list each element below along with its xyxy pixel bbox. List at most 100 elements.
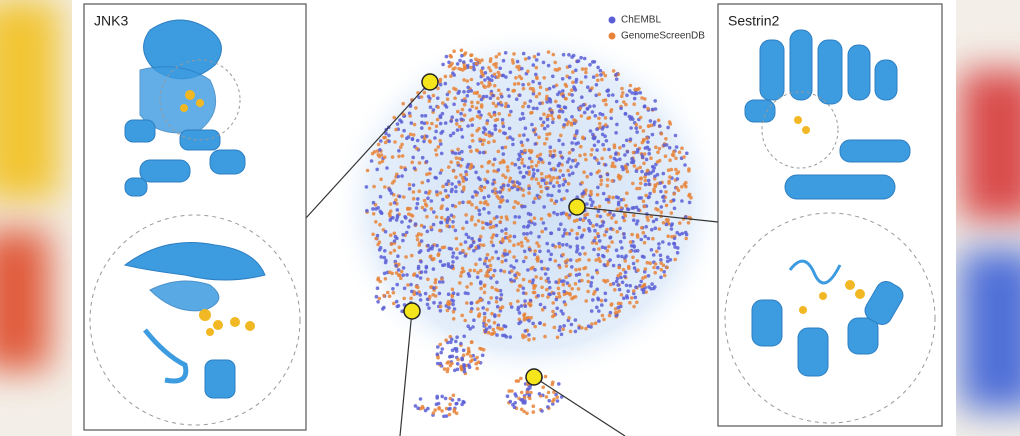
dot xyxy=(470,139,475,143)
dot xyxy=(419,95,424,99)
dot xyxy=(565,231,569,236)
dot xyxy=(687,193,691,198)
dot xyxy=(491,162,496,167)
dot xyxy=(578,106,582,111)
dot xyxy=(600,127,605,131)
dot xyxy=(397,149,401,153)
dot xyxy=(595,287,599,292)
dot xyxy=(511,137,515,141)
dot xyxy=(379,211,384,215)
dot xyxy=(560,77,565,81)
dot xyxy=(605,227,609,232)
dot xyxy=(410,160,415,165)
dot xyxy=(649,248,654,252)
dot xyxy=(552,313,556,318)
dot xyxy=(431,93,436,98)
dot xyxy=(592,104,596,108)
dot xyxy=(482,138,486,143)
dot xyxy=(673,133,678,138)
dot xyxy=(513,200,518,204)
dot xyxy=(614,248,619,252)
dot xyxy=(451,71,455,75)
dot xyxy=(401,238,405,243)
dot xyxy=(491,224,496,229)
dot xyxy=(644,193,648,198)
dot xyxy=(467,363,471,367)
dot xyxy=(672,236,677,241)
dot xyxy=(653,184,657,189)
dot xyxy=(465,352,470,356)
dot xyxy=(531,128,536,132)
dot xyxy=(495,117,500,122)
dot xyxy=(532,252,537,257)
dot xyxy=(459,111,463,116)
dot xyxy=(498,160,503,165)
dot xyxy=(521,193,526,198)
dot xyxy=(376,153,381,157)
dot xyxy=(564,118,568,122)
dot xyxy=(584,299,588,303)
dot xyxy=(582,170,586,174)
dot xyxy=(589,153,593,157)
dot xyxy=(529,315,533,320)
dot xyxy=(371,212,376,216)
dot xyxy=(591,298,595,302)
dot xyxy=(530,176,534,181)
dot xyxy=(599,73,603,77)
dot xyxy=(562,123,566,127)
dot xyxy=(457,201,462,205)
dot xyxy=(622,218,627,223)
dot xyxy=(523,299,527,303)
dot xyxy=(526,82,531,86)
dot xyxy=(408,219,412,223)
dot xyxy=(448,133,453,138)
dot xyxy=(667,145,672,150)
dot xyxy=(573,329,578,334)
dot xyxy=(458,58,462,63)
dot xyxy=(434,215,439,219)
dot xyxy=(539,171,544,176)
dot xyxy=(434,176,439,180)
dot xyxy=(536,257,540,261)
dot xyxy=(628,283,632,288)
dot xyxy=(602,263,607,267)
dot xyxy=(516,307,520,312)
dot xyxy=(438,121,443,126)
dot xyxy=(545,100,549,104)
dot xyxy=(543,334,547,339)
dot xyxy=(574,131,579,135)
dot xyxy=(586,273,590,277)
dot xyxy=(522,232,526,236)
dot xyxy=(440,394,445,399)
dot xyxy=(565,189,569,193)
dot xyxy=(624,138,629,143)
dot xyxy=(475,355,479,360)
dot xyxy=(479,280,483,284)
dot xyxy=(552,291,556,296)
dot xyxy=(456,147,460,152)
dot xyxy=(506,168,510,173)
dot xyxy=(645,136,649,140)
dot xyxy=(460,53,464,58)
dot xyxy=(419,232,424,237)
dot xyxy=(503,253,507,257)
dot xyxy=(394,198,398,202)
dot xyxy=(608,310,613,315)
dot xyxy=(422,139,426,144)
dot xyxy=(395,304,400,309)
dot xyxy=(531,168,536,172)
dot xyxy=(614,195,619,199)
dot xyxy=(445,218,450,222)
dot xyxy=(584,188,588,192)
dot xyxy=(376,300,380,304)
dot xyxy=(612,213,616,217)
dot xyxy=(543,141,547,146)
dot xyxy=(557,294,562,299)
dot xyxy=(422,198,427,203)
dot xyxy=(444,182,449,186)
dot xyxy=(616,200,621,205)
dot xyxy=(553,259,558,263)
dot xyxy=(489,240,494,244)
dot xyxy=(454,189,458,194)
dot xyxy=(611,263,616,268)
